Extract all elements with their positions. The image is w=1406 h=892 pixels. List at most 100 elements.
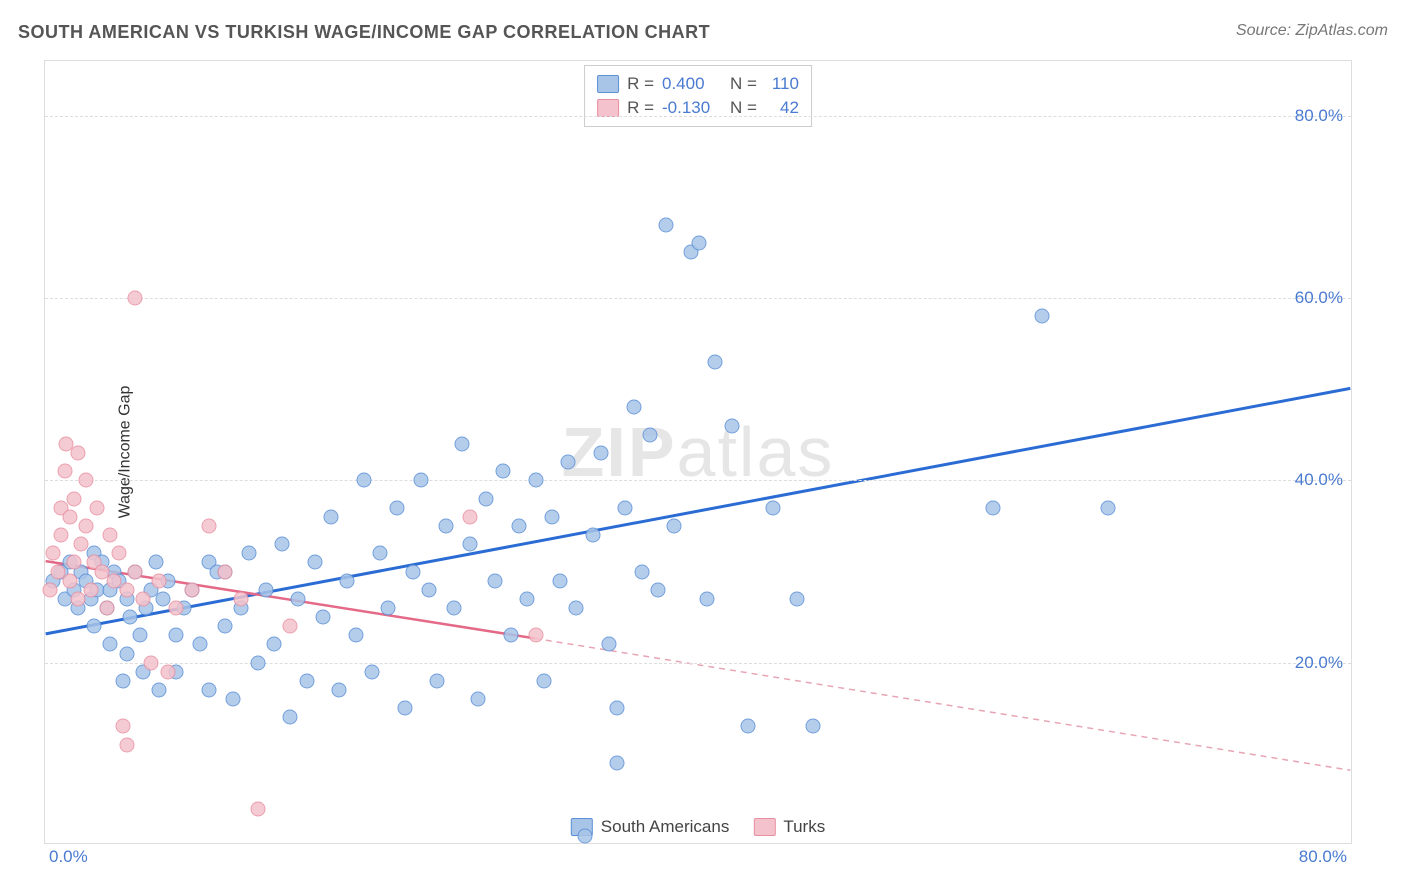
data-point bbox=[119, 737, 134, 752]
data-point bbox=[160, 664, 175, 679]
data-point bbox=[397, 701, 412, 716]
data-point bbox=[78, 518, 93, 533]
data-point bbox=[234, 591, 249, 606]
legend-row: R =0.400N =110 bbox=[597, 72, 799, 96]
data-point bbox=[62, 573, 77, 588]
source-attribution: Source: ZipAtlas.com bbox=[1236, 22, 1388, 40]
data-point bbox=[123, 610, 138, 625]
data-point bbox=[561, 455, 576, 470]
data-point bbox=[168, 600, 183, 615]
data-point bbox=[100, 600, 115, 615]
data-point bbox=[414, 473, 429, 488]
data-point bbox=[119, 582, 134, 597]
data-point bbox=[127, 564, 142, 579]
data-point bbox=[152, 683, 167, 698]
data-point bbox=[463, 509, 478, 524]
series-name: Turks bbox=[783, 817, 825, 837]
data-point bbox=[46, 546, 61, 561]
data-point bbox=[291, 591, 306, 606]
data-point bbox=[438, 518, 453, 533]
y-tick-label: 40.0% bbox=[1295, 470, 1343, 490]
x-axis: 0.0% 80.0% bbox=[45, 845, 1351, 873]
gridline bbox=[45, 663, 1351, 664]
data-point bbox=[422, 582, 437, 597]
data-point bbox=[651, 582, 666, 597]
data-point bbox=[700, 591, 715, 606]
data-point bbox=[348, 628, 363, 643]
data-point bbox=[266, 637, 281, 652]
data-point bbox=[479, 491, 494, 506]
data-point bbox=[667, 518, 682, 533]
data-point bbox=[307, 555, 322, 570]
data-point bbox=[226, 692, 241, 707]
data-point bbox=[283, 710, 298, 725]
data-point bbox=[618, 500, 633, 515]
series-legend-item: Turks bbox=[753, 817, 825, 837]
legend-n-value: 110 bbox=[765, 74, 799, 94]
data-point bbox=[132, 628, 147, 643]
series-name: South Americans bbox=[601, 817, 730, 837]
data-point bbox=[430, 673, 445, 688]
correlation-legend: R =0.400N =110R =-0.130N =42 bbox=[584, 65, 812, 127]
data-point bbox=[324, 509, 339, 524]
data-point bbox=[258, 582, 273, 597]
data-point bbox=[70, 446, 85, 461]
watermark-bold: ZIP bbox=[562, 413, 677, 491]
data-point bbox=[389, 500, 404, 515]
data-point bbox=[528, 473, 543, 488]
legend-swatch bbox=[597, 75, 619, 93]
data-point bbox=[454, 436, 469, 451]
data-point bbox=[365, 664, 380, 679]
chart-plot-area: Wage/Income Gap ZIPatlas R =0.400N =110R… bbox=[44, 60, 1352, 844]
data-point bbox=[250, 801, 265, 816]
data-point bbox=[90, 500, 105, 515]
data-point bbox=[986, 500, 1001, 515]
data-point bbox=[103, 528, 118, 543]
data-point bbox=[569, 600, 584, 615]
data-point bbox=[634, 564, 649, 579]
data-point bbox=[790, 591, 805, 606]
data-point bbox=[528, 628, 543, 643]
trend-lines-layer bbox=[45, 61, 1351, 843]
data-point bbox=[503, 628, 518, 643]
data-point bbox=[381, 600, 396, 615]
data-point bbox=[495, 464, 510, 479]
data-point bbox=[127, 291, 142, 306]
data-point bbox=[642, 427, 657, 442]
data-point bbox=[136, 591, 151, 606]
data-point bbox=[577, 828, 592, 843]
data-point bbox=[217, 619, 232, 634]
data-point bbox=[708, 354, 723, 369]
data-point bbox=[42, 582, 57, 597]
data-point bbox=[111, 546, 126, 561]
legend-r-label: R = bbox=[627, 74, 654, 94]
data-point bbox=[250, 655, 265, 670]
data-point bbox=[116, 673, 131, 688]
data-point bbox=[553, 573, 568, 588]
data-point bbox=[119, 646, 134, 661]
data-point bbox=[610, 701, 625, 716]
data-point bbox=[602, 637, 617, 652]
data-point bbox=[193, 637, 208, 652]
data-point bbox=[144, 655, 159, 670]
data-point bbox=[83, 582, 98, 597]
y-tick-label: 20.0% bbox=[1295, 653, 1343, 673]
data-point bbox=[463, 537, 478, 552]
data-point bbox=[544, 509, 559, 524]
data-point bbox=[405, 564, 420, 579]
data-point bbox=[103, 637, 118, 652]
chart-title: SOUTH AMERICAN VS TURKISH WAGE/INCOME GA… bbox=[18, 22, 710, 43]
data-point bbox=[659, 218, 674, 233]
gridline bbox=[45, 116, 1351, 117]
data-point bbox=[446, 600, 461, 615]
data-point bbox=[806, 719, 821, 734]
data-point bbox=[520, 591, 535, 606]
data-point bbox=[283, 619, 298, 634]
y-axis-label: Wage/Income Gap bbox=[116, 386, 134, 519]
data-point bbox=[149, 555, 164, 570]
data-point bbox=[765, 500, 780, 515]
data-point bbox=[62, 509, 77, 524]
legend-n-label: N = bbox=[730, 74, 757, 94]
data-point bbox=[724, 418, 739, 433]
data-point bbox=[332, 683, 347, 698]
